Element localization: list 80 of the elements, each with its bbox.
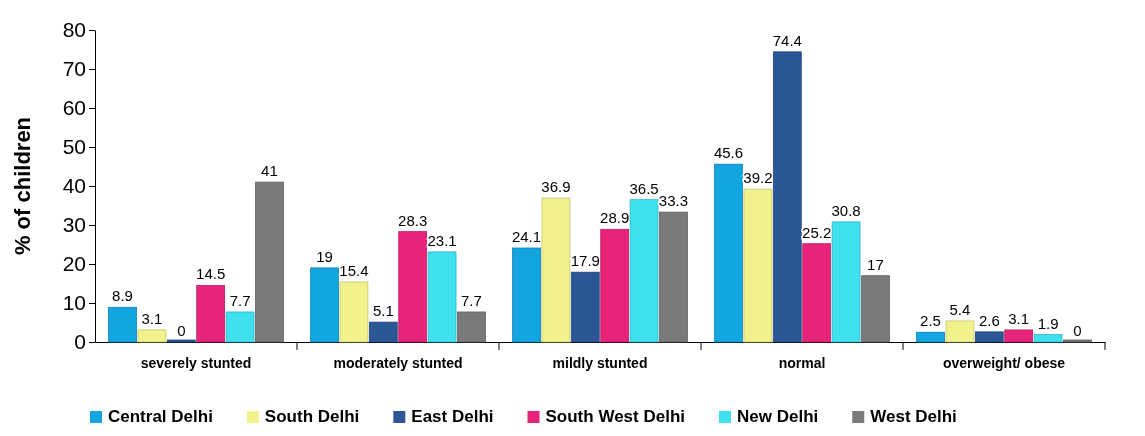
bar [339,281,369,343]
data-label: 30.8 [831,201,861,219]
bar [310,267,339,343]
bar [368,321,398,343]
data-label: 2.5 [920,312,941,330]
x-tick-label: severely stunted [140,354,252,371]
data-label: 28.3 [398,211,428,229]
data-label: 7.7 [229,291,251,309]
x-tick-label: normal [778,354,826,371]
bar [600,228,630,343]
bar [831,221,861,343]
data-label: 0 [177,322,186,339]
data-label: 24.1 [511,228,542,246]
bar [398,231,428,343]
bar [570,271,600,343]
data-label: 74.4 [772,31,802,49]
data-label: 5.1 [372,302,394,320]
bar [861,275,890,343]
y-tick-label: 40 [62,174,86,198]
data-label: 19 [316,247,333,265]
data-label: 17 [867,255,884,273]
data-label: 25.2 [802,223,832,241]
bar [512,247,541,343]
y-tick-label: 0 [74,330,86,354]
data-label: 39.2 [743,169,773,187]
bar [427,251,457,343]
bar [916,331,945,343]
data-label: 36.9 [541,178,571,196]
data-label: 7.7 [461,291,482,309]
data-label: 1.9 [1037,314,1059,332]
legend-label: East Delhi [411,407,494,426]
x-tick-label: overweight/ obese [942,354,1066,371]
bar [659,211,688,343]
x-tick-label: mildly stunted [552,354,648,371]
y-tick-label: 80 [62,18,86,42]
bar [1033,334,1063,343]
data-label: 0 [1073,322,1082,339]
legend-label: West Delhi [870,407,957,426]
data-label: 2.6 [978,311,1000,329]
y-tick-label: 20 [62,252,86,276]
data-label: 36.5 [629,179,659,197]
data-label: 3.1 [141,309,163,327]
y-tick-label: 60 [62,96,86,120]
bar [108,306,137,343]
y-tick-label: 70 [62,57,86,81]
data-label: 23.1 [427,231,457,249]
bar [629,199,659,343]
bar [541,197,571,343]
data-label: 28.9 [600,209,630,227]
legend-label: New Delhi [737,407,819,426]
bar [743,188,773,343]
y-tick-label: 30 [62,213,86,237]
bar [772,51,802,343]
bar [166,339,196,343]
data-label: 45.6 [713,144,744,162]
bar [196,285,226,343]
data-label: 5.4 [949,300,971,318]
bar [714,163,743,343]
y-tick-label: 10 [62,291,86,315]
bar [225,311,255,343]
y-tick-label: 50 [62,135,86,159]
data-label: 15.4 [339,261,369,279]
legend-label: South West Delhi [545,407,685,426]
legend-label: South Delhi [264,407,360,426]
bar [255,181,284,343]
bar [1004,329,1034,343]
x-tick-label: moderately stunted [333,354,463,371]
legend-label: Central Delhi [108,407,213,426]
bar [945,320,975,343]
data-label: 14.5 [196,265,226,283]
data-label: 33.3 [658,192,689,210]
bar [802,243,832,343]
y-axis-title: % of children [10,116,35,256]
bar [974,331,1004,343]
bar [457,311,486,343]
data-label: 17.9 [570,252,600,270]
bar [137,329,167,343]
data-label: 3.1 [1008,309,1030,327]
data-label: 8.9 [112,287,133,305]
data-label: 41 [261,162,278,180]
